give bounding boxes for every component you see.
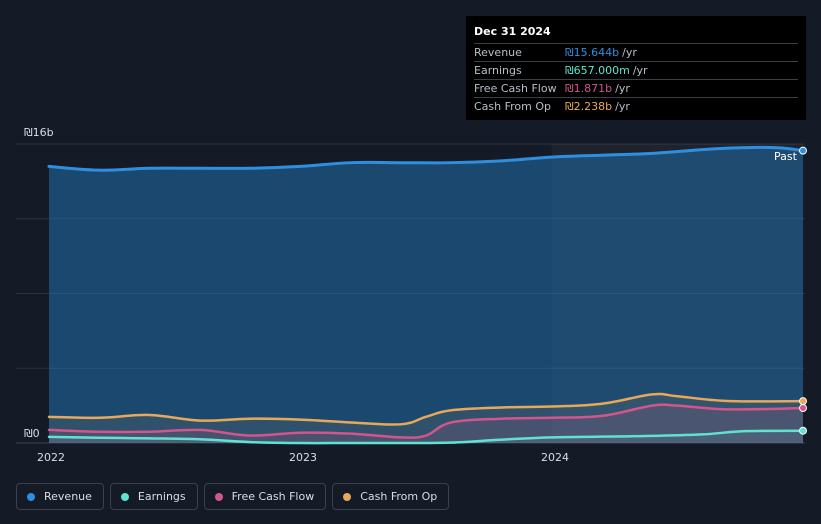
legend-dot-icon: [343, 492, 352, 501]
x-tick-2024: 2024: [541, 451, 569, 464]
x-tick-2023: 2023: [289, 451, 317, 464]
y-axis-max-label: ₪16b: [24, 126, 54, 139]
tooltip-row-free-cash-flow: Free Cash Flow ₪1.871b /yr: [474, 79, 798, 97]
tooltip-value: ₪657.000m: [565, 64, 630, 77]
line-revenue: [47, 145, 805, 172]
x-tick-2022: 2022: [37, 451, 65, 464]
end-marker-revenue: [799, 146, 807, 155]
legend-label: Revenue: [44, 490, 92, 503]
end-marker-earnings: [799, 426, 807, 435]
tooltip-unit: /yr: [622, 46, 637, 59]
line-free-cash-flow: [47, 403, 805, 439]
tooltip-unit: /yr: [632, 64, 648, 77]
legend: Revenue Earnings Free Cash Flow Cash Fro…: [16, 483, 450, 510]
tooltip-label: Cash From Op: [474, 100, 552, 113]
tooltip-label: Earnings: [474, 64, 522, 77]
series-end-markers: [799, 146, 807, 435]
tooltip-value: ₪1.871b: [565, 82, 613, 95]
legend-dot-icon: [27, 492, 35, 501]
legend-item-revenue[interactable]: Revenue: [16, 483, 104, 510]
area-earnings: [49, 430, 803, 444]
tooltip-value: ₪2.238b: [565, 100, 613, 113]
legend-item-cash-from-op[interactable]: Cash From Op: [332, 483, 450, 510]
tooltip-date: Dec 31 2024: [474, 25, 551, 38]
tooltip-label: Revenue: [474, 46, 522, 59]
tooltip-label: Free Cash Flow: [474, 82, 557, 95]
legend-item-earnings[interactable]: Earnings: [109, 483, 198, 510]
tooltip-panel: Dec 31 2024 Revenue ₪15.644b /yr Earning…: [466, 16, 806, 120]
tooltip-unit: /yr: [615, 82, 630, 95]
tooltip-value: ₪15.644b: [565, 46, 620, 59]
tooltip-row-revenue: Revenue ₪15.644b /yr: [474, 43, 798, 61]
legend-label: Earnings: [137, 490, 186, 503]
line-cash-from-op: [47, 392, 805, 426]
legend-label: Cash From Op: [360, 490, 438, 503]
series-lines: [47, 145, 805, 445]
legend-item-free-cash-flow[interactable]: Free Cash Flow: [203, 483, 327, 510]
tooltip-row-cash-from-op: Cash From Op ₪2.238b /yr: [474, 97, 798, 115]
legend-label: Free Cash Flow: [231, 490, 315, 503]
tooltip-row-earnings: Earnings ₪657.000m /yr: [474, 61, 798, 79]
area-revenue: [49, 147, 803, 443]
past-label: Past: [774, 150, 797, 163]
legend-dot-icon: [120, 492, 129, 501]
tooltip-unit: /yr: [615, 100, 630, 113]
y-axis-min-label: ₪0: [24, 427, 40, 440]
line-earnings: [47, 429, 805, 445]
legend-dot-icon: [214, 492, 223, 501]
end-marker-free-cash-flow: [799, 404, 807, 413]
end-marker-cash-from-op: [799, 397, 807, 406]
area-cash-from-op: [49, 393, 803, 443]
